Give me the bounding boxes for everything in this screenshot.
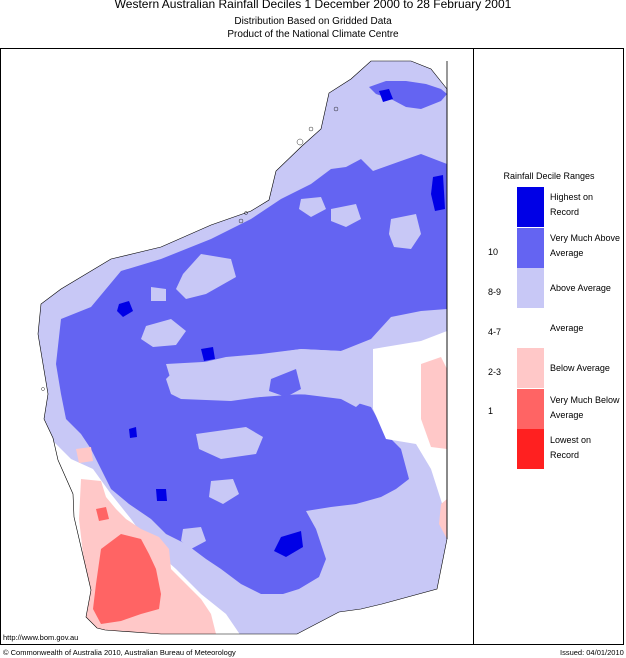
legend-swatch-very-much-above-average (517, 228, 544, 268)
below-average-zone (421, 357, 447, 449)
legend-swatch-lowest-on-record (517, 429, 544, 469)
footer-issued: Issued: 04/01/2010 (560, 648, 624, 657)
rainfall-decile-map (37, 60, 448, 635)
legend-label-average: Average (550, 323, 584, 333)
legend-range-2-3: 2-3 (488, 367, 502, 377)
wa-coastline (37, 60, 448, 635)
legend-range-8-9: 8-9 (488, 287, 502, 297)
legend-title: Rainfall Decile Ranges (503, 171, 595, 181)
legend-range-4-7: 4-7 (488, 327, 502, 337)
legend-divider (473, 48, 474, 645)
map-frame (0, 48, 624, 645)
map-subtitle-product: Product of the National Climate Centre (227, 29, 399, 40)
very-much-below-average-zone (93, 534, 161, 624)
footer-url[interactable]: http://www.bom.gov.au (3, 633, 79, 642)
legend-range-1: 1 (488, 406, 494, 416)
legend-label-above-average: Above Average (550, 283, 611, 293)
legend-range-10: 10 (488, 247, 499, 257)
map-subtitle-distribution: Distribution Based on Gridded Data (234, 16, 392, 27)
legend-label-very-much-above-average: Very Much Above Average (550, 233, 621, 258)
legend-label-below-average: Below Average (550, 363, 610, 373)
legend-swatch-below-average (517, 348, 544, 388)
legend-swatch-average (517, 308, 544, 348)
legend-label-highest-on-record: Highest on Record (550, 192, 594, 217)
legend-label-lowest-on-record: Lowest on Record (550, 435, 592, 460)
legend-label-very-much-below-average: Very Much Below Average (550, 395, 620, 420)
legend-swatch-highest-on-record (517, 187, 544, 227)
legend-swatch-very-much-below-average (517, 389, 544, 429)
very-much-above-average-zone (56, 154, 447, 594)
map-title: Western Australian Rainfall Deciles 1 De… (114, 0, 512, 11)
legend-swatch-above-average (517, 268, 544, 308)
footer-copyright: © Commonwealth of Australia 2010, Austra… (3, 648, 236, 657)
